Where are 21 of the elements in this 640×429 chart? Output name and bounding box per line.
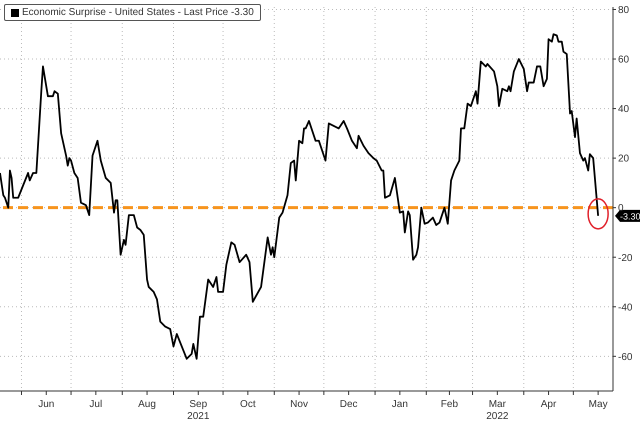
y-tick-label: 40	[618, 104, 630, 116]
legend-label: Economic Surprise - United States - Last Price -3.30	[22, 7, 254, 18]
y-tick-label: 20	[618, 154, 630, 165]
x-tick-label: Jan	[392, 399, 408, 410]
y-tick-label: 80	[618, 5, 630, 16]
x-tick-label: May	[588, 399, 608, 410]
y-tick-label: -20	[618, 252, 633, 264]
y-tick-label: 60	[618, 54, 630, 66]
x-tick-label: Dec	[340, 399, 358, 410]
x-tick-label: Mar 2022	[486, 399, 509, 422]
x-tick-label: Jun	[38, 399, 54, 410]
x-tick-label: Aug	[138, 399, 156, 410]
x-tick-label: Oct	[240, 399, 256, 410]
x-tick-label: Feb	[440, 399, 458, 410]
x-tick-label: Apr	[540, 399, 558, 410]
annotation: -3.30	[620, 211, 640, 222]
x-tick-label: Nov	[290, 399, 308, 410]
y-tick-label: -60	[618, 352, 633, 363]
y-tick-label: -40	[618, 302, 633, 314]
x-tick-label: Jul	[89, 399, 102, 410]
x-tick-label: Sep 2021	[187, 399, 210, 422]
